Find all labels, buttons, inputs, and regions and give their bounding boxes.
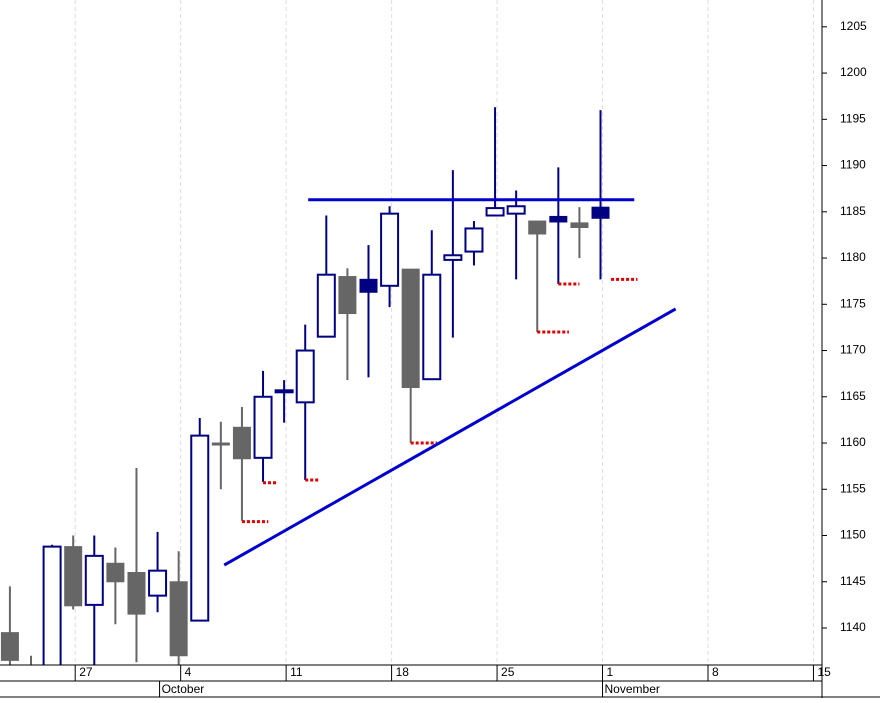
candle-body [0, 632, 19, 661]
candle-body [232, 426, 251, 460]
y-tick-label: 1155 [840, 481, 866, 495]
x-tick-label: 4 [185, 665, 192, 679]
x-tick-label: 1 [607, 665, 614, 679]
axes: 1140 1145 1150 1155 1160 1165 1170 1175 1180 1185… [74, 19, 867, 697]
candle-body [443, 254, 463, 261]
y-tick-label: 1160 [840, 435, 866, 449]
candle-body [528, 220, 547, 235]
y-tick-label: 1175 [840, 296, 866, 310]
y-tick-label: 1150 [840, 528, 866, 542]
candle-body [84, 554, 104, 606]
y-tick-label: 1165 [840, 389, 866, 403]
candle-body [295, 349, 315, 404]
candle-body [485, 207, 505, 217]
candle-body [190, 434, 210, 622]
candle-body [549, 215, 568, 223]
candle-body [253, 395, 273, 459]
candle-body [148, 569, 168, 597]
candle-body [316, 273, 336, 338]
y-tick-label: 1145 [840, 574, 866, 588]
y-tick-label: 1180 [840, 250, 866, 264]
x-tick-label: 25 [501, 665, 515, 679]
candle-body [422, 273, 442, 381]
y-tick-label: 1195 [840, 111, 866, 125]
month-label: October [162, 682, 205, 696]
x-tick-label: 8 [712, 665, 719, 679]
x-tick-label: 15 [817, 665, 831, 679]
y-tick-label: 1170 [840, 343, 866, 357]
plot-area [0, 0, 814, 665]
x-tick-label: 18 [396, 665, 410, 679]
candle-body [169, 581, 188, 657]
candle-body [591, 206, 610, 219]
month-label: November [605, 682, 660, 696]
y-tick-label: 1140 [840, 620, 866, 634]
candle-body [211, 442, 230, 446]
candle-body [338, 276, 357, 315]
y-tick-label: 1205 [840, 19, 867, 33]
candle-body [42, 545, 62, 665]
candle-body [506, 205, 526, 215]
candle-body [464, 227, 484, 253]
candle-body [570, 222, 589, 229]
candle-body [106, 562, 125, 583]
candle-body [64, 546, 83, 607]
y-tick-label: 1190 [840, 158, 866, 172]
x-tick-label: 11 [290, 665, 303, 679]
y-tick-label: 1200 [840, 65, 867, 79]
candle-body [274, 389, 294, 394]
candle-body [359, 278, 378, 293]
trend-line [223, 307, 677, 567]
x-tick-label: 27 [79, 665, 93, 679]
candle-body [127, 572, 146, 615]
y-tick-label: 1185 [840, 204, 866, 218]
candle-body [401, 268, 420, 389]
candle-body [380, 212, 400, 287]
